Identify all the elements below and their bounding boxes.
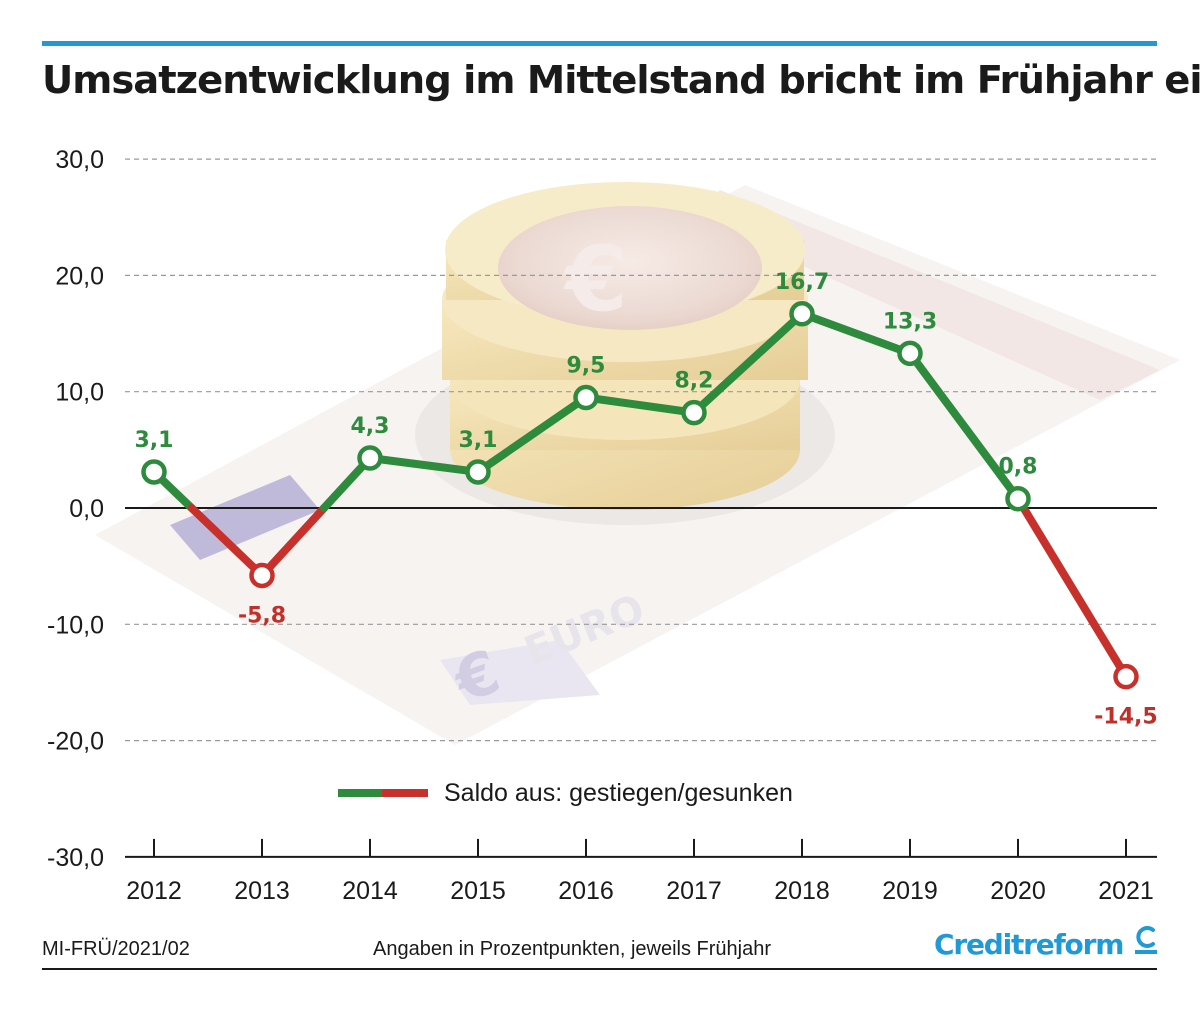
background-illustration: € EURO € <box>95 182 1180 745</box>
data-label: 9,5 <box>567 354 606 379</box>
y-tick-label: 30,0 <box>55 146 104 174</box>
bottom-rule <box>42 968 1157 970</box>
data-point <box>1113 663 1139 690</box>
x-tick-label: 2015 <box>450 877 506 905</box>
x-tick-label: 2017 <box>666 877 722 905</box>
data-point <box>1005 485 1031 512</box>
data-label: 0,8 <box>999 455 1038 480</box>
y-tick-label: 10,0 <box>55 379 104 407</box>
x-tick-label: 2014 <box>342 877 398 905</box>
x-tick-label: 2021 <box>1098 877 1154 905</box>
series-segment <box>582 393 698 417</box>
legend-label: Saldo aus: gestiegen/gesunken <box>444 779 793 807</box>
footer-code: MI-FRÜ/2021/02 <box>42 938 190 960</box>
series-segment <box>690 309 806 417</box>
x-tick-label: 2018 <box>774 877 830 905</box>
data-label: 13,3 <box>883 309 937 334</box>
top-rule <box>42 41 1157 46</box>
footer-note: Angaben in Prozentpunkten, jeweils Frühj… <box>373 938 772 960</box>
series-points <box>141 301 1139 690</box>
series-segment <box>798 309 914 358</box>
legend: Saldo aus: gestiegen/gesunken <box>338 779 793 807</box>
gridlines <box>125 158 1157 742</box>
x-tick-label: 2019 <box>882 877 938 905</box>
data-label: 4,3 <box>351 414 390 439</box>
series-segment <box>474 393 590 476</box>
x-tick-label: 2013 <box>234 877 290 905</box>
x-tick-label: 2016 <box>558 877 614 905</box>
data-point <box>573 384 599 411</box>
series-lines <box>150 309 1130 681</box>
data-label: -14,5 <box>1094 705 1157 730</box>
data-label: -5,8 <box>238 603 286 628</box>
y-tick-label: -10,0 <box>47 611 104 639</box>
data-point <box>465 459 491 485</box>
y-tick-label: -30,0 <box>47 844 104 872</box>
data-label: 8,2 <box>675 369 714 394</box>
x-axis: 2012 2013 2014 2015 2016 2017 2018 2019 2020 2021 <box>125 838 1157 905</box>
brand-logo-text: Creditreform <box>934 928 1124 961</box>
data-labels: 3,1 -5,8 4,3 3,1 9,5 8,2 16,7 13,3 0,8 -14,5 <box>135 270 1158 730</box>
y-tick-label: 0,0 <box>69 495 104 523</box>
brand-logo-icon <box>1135 926 1157 954</box>
data-point <box>897 340 923 367</box>
data-label: 16,7 <box>775 270 829 295</box>
y-tick-label: 20,0 <box>55 262 104 290</box>
x-tick-label: 2012 <box>126 877 182 905</box>
x-tick-label: 2020 <box>990 877 1046 905</box>
series-segment <box>1019 504 1130 681</box>
data-point <box>249 562 275 589</box>
data-label: 3,1 <box>459 428 498 453</box>
data-point <box>789 301 815 327</box>
series-segment <box>187 504 266 580</box>
y-axis-tick-labels: 30,0 20,0 10,0 0,0 -10,0 -20,0 -30,0 <box>47 146 104 872</box>
data-point <box>681 399 707 426</box>
data-label: 3,1 <box>135 428 174 453</box>
series-segment <box>366 453 482 476</box>
chart-title: Umsatzentwicklung im Mittelstand bricht … <box>42 58 1200 103</box>
svg-text:€: € <box>563 227 628 332</box>
series-segment <box>258 504 329 580</box>
data-point <box>141 459 167 485</box>
series-segment <box>906 349 1022 503</box>
y-tick-label: -20,0 <box>47 728 104 756</box>
data-point <box>357 445 383 471</box>
